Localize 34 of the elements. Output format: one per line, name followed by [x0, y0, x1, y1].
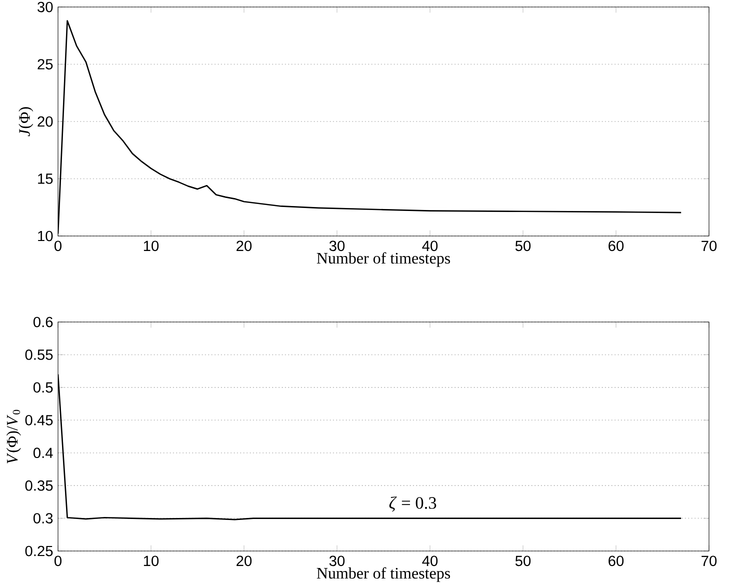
y-tick-label: 15 — [38, 174, 53, 184]
x-axis-title: Number of timesteps — [316, 567, 450, 582]
x-tick-label: 20 — [236, 556, 252, 566]
x-tick-label: 50 — [515, 556, 531, 566]
x-tick-label: 60 — [608, 240, 624, 252]
x-tick-label: 40 — [422, 556, 438, 566]
y-tick-label: 0.5 — [33, 382, 53, 393]
y-tick-label: 20 — [38, 116, 53, 127]
x-tick-label: 30 — [329, 240, 345, 252]
y-tick-label: 0.45 — [25, 414, 53, 426]
y-tick-label: 0.35 — [25, 480, 53, 491]
y-tick-label: 0.6 — [33, 316, 53, 328]
y-tick-label: 25 — [38, 59, 53, 70]
annotation: ζ = 0.3 — [389, 496, 436, 512]
x-tick-label: 10 — [144, 556, 159, 566]
x-tick-label: 20 — [236, 240, 252, 252]
y-tick-label: 0.3 — [33, 513, 53, 524]
x-tick-label: 40 — [422, 240, 438, 252]
y-tick-label: 0.25 — [25, 546, 53, 556]
x-tick-label: 50 — [515, 240, 531, 252]
y-tick-label: 30 — [38, 2, 53, 12]
x-axis-title: Number of timesteps — [316, 252, 450, 267]
y-axis-title: J(Φ) — [18, 107, 34, 136]
y-tick-label: 0.4 — [33, 448, 53, 458]
x-tick-label: 60 — [608, 556, 624, 566]
x-tick-label: 70 — [702, 556, 717, 566]
x-tick-label: 0 — [54, 556, 62, 566]
x-tick-label: 30 — [329, 556, 345, 566]
x-tick-label: 0 — [54, 240, 62, 252]
y-tick-label: 0.55 — [25, 350, 53, 360]
y-axis-title: V(Φ)/V$_{0}$ — [6, 410, 21, 464]
y-tick-label: 10 — [38, 230, 53, 242]
x-tick-label: 70 — [702, 240, 717, 252]
x-tick-label: 10 — [144, 240, 159, 252]
